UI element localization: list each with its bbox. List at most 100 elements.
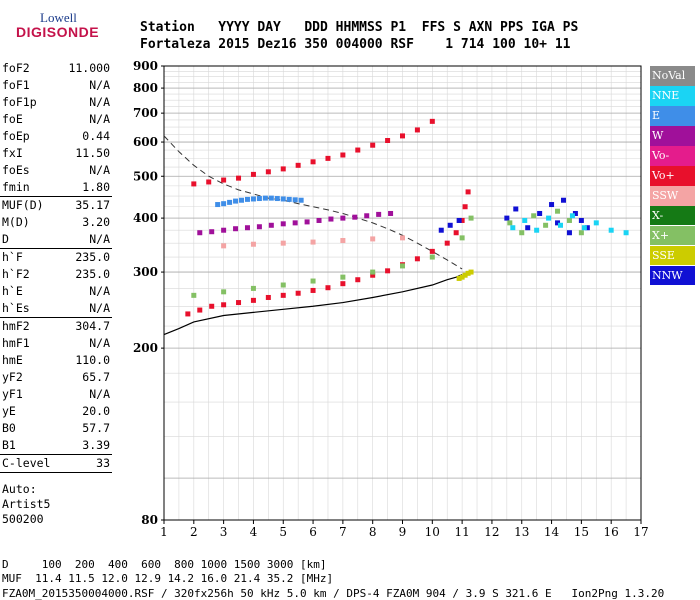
parameter-row: foF2 11.000 bbox=[0, 60, 112, 77]
echo-point bbox=[593, 220, 599, 226]
echo-point bbox=[340, 215, 346, 221]
y-tick-label: 80 bbox=[141, 513, 158, 527]
parameter-name: hmF2 bbox=[2, 319, 30, 333]
echo-point bbox=[522, 217, 528, 223]
y-tick-label: 400 bbox=[133, 211, 158, 225]
echo-point bbox=[572, 210, 578, 216]
parameter-value: N/A bbox=[89, 387, 110, 401]
x-tick-label: 12 bbox=[484, 525, 499, 539]
echo-point bbox=[507, 220, 513, 226]
echo-point bbox=[265, 169, 271, 175]
y-tick-label: 500 bbox=[133, 169, 158, 183]
parameter-value: 0.44 bbox=[82, 129, 110, 143]
echo-point bbox=[447, 222, 453, 228]
autoscaler-name: Artist5 bbox=[2, 497, 51, 511]
echo-point bbox=[286, 196, 292, 202]
echo-point bbox=[429, 254, 435, 260]
digisonde-logo: Lowell DIGISONDE bbox=[6, 8, 126, 42]
legend-item: NNE bbox=[650, 85, 695, 106]
parameter-row: B1 3.39 bbox=[0, 437, 112, 454]
parameter-value: N/A bbox=[89, 95, 110, 109]
echo-point bbox=[221, 177, 227, 183]
legend-item: SSW bbox=[650, 185, 695, 206]
x-tick-label: 14 bbox=[544, 525, 560, 539]
x-tick-label: 7 bbox=[339, 525, 347, 539]
echo-point bbox=[468, 269, 474, 275]
echo-point bbox=[206, 179, 212, 185]
echo-point bbox=[310, 239, 316, 245]
ionospheric-parameters-table: foF2 11.000 foF1 N/A foF1p N/A foE N/A foEp 0.44 f… bbox=[0, 60, 112, 473]
echo-point bbox=[444, 240, 450, 246]
echo-point bbox=[221, 201, 227, 207]
echo-point bbox=[465, 189, 471, 195]
echo-point bbox=[221, 243, 227, 249]
y-tick-label: 800 bbox=[133, 81, 158, 95]
echo-point bbox=[191, 292, 197, 298]
echo-point bbox=[325, 285, 331, 291]
echo-point bbox=[566, 217, 572, 223]
echo-point bbox=[280, 282, 286, 288]
parameter-row: h`F2 235.0 bbox=[0, 266, 112, 283]
echo-point bbox=[298, 197, 304, 203]
parameter-name: foF1 bbox=[2, 78, 30, 92]
echo-point bbox=[250, 241, 256, 247]
echo-point bbox=[239, 197, 245, 203]
parameter-value: N/A bbox=[89, 301, 110, 315]
footer-distance-row: D 100 200 400 600 800 1000 1500 3000 [km… bbox=[2, 558, 327, 571]
electron-density-profile bbox=[163, 274, 463, 336]
echo-point bbox=[304, 219, 310, 225]
echo-point bbox=[233, 198, 239, 204]
parameter-value: 235.0 bbox=[75, 250, 110, 264]
echo-point bbox=[328, 216, 334, 222]
echo-point bbox=[280, 166, 286, 172]
echo-point bbox=[310, 287, 316, 293]
echo-point bbox=[534, 227, 540, 233]
parameter-value: N/A bbox=[89, 232, 110, 246]
echo-point bbox=[584, 225, 590, 231]
footer-muf-row: MUF 11.4 11.5 12.0 12.9 14.2 16.0 21.4 3… bbox=[2, 572, 334, 585]
parameter-value: 35.17 bbox=[75, 198, 110, 212]
echo-point bbox=[185, 311, 191, 317]
parameter-value: N/A bbox=[89, 78, 110, 92]
echo-point bbox=[355, 147, 361, 153]
autoscaling-info: Auto: Artist5 500200 bbox=[2, 482, 50, 527]
parameter-value: 304.7 bbox=[75, 319, 110, 333]
echo-point bbox=[292, 220, 298, 226]
parameter-separator bbox=[0, 248, 112, 249]
parameter-row: MUF(D) 35.17 bbox=[0, 197, 112, 214]
legend-item: SSE bbox=[650, 245, 695, 266]
parameter-row: yF2 65.7 bbox=[0, 369, 112, 386]
echo-point bbox=[429, 118, 435, 124]
polarization-legend: NoVal NNE E W Vo- Vo+ SSW X- X+ SSE NNW bbox=[650, 66, 695, 286]
echo-point bbox=[250, 171, 256, 177]
parameter-row: foEp 0.44 bbox=[0, 128, 112, 145]
parameter-name: h`Es bbox=[2, 301, 30, 315]
echo-point bbox=[456, 217, 462, 223]
echo-point bbox=[355, 277, 361, 283]
x-tick-label: 8 bbox=[369, 525, 377, 539]
echo-point bbox=[459, 217, 465, 223]
legend-item: E bbox=[650, 105, 695, 126]
x-tick-label: 15 bbox=[574, 525, 589, 539]
y-tick-label: 300 bbox=[133, 265, 158, 279]
echo-point bbox=[566, 230, 572, 236]
echo-point bbox=[462, 204, 468, 210]
echo-point bbox=[385, 268, 391, 274]
parameter-separator bbox=[0, 317, 112, 318]
echo-point bbox=[385, 137, 391, 143]
echo-point bbox=[262, 195, 268, 201]
echo-point bbox=[340, 274, 346, 280]
parameter-value: 3.20 bbox=[82, 215, 110, 229]
parameter-name: fxI bbox=[2, 146, 23, 160]
parameter-row: C-level 33 bbox=[0, 455, 112, 472]
echo-point bbox=[292, 197, 298, 203]
y-tick-label: 600 bbox=[133, 135, 158, 149]
parameter-name: B1 bbox=[2, 438, 16, 452]
echo-point bbox=[221, 227, 227, 233]
parameter-value: N/A bbox=[89, 163, 110, 177]
echo-point bbox=[197, 230, 203, 236]
echo-point bbox=[400, 133, 405, 139]
echo-point bbox=[388, 210, 394, 216]
echo-point bbox=[370, 236, 376, 242]
echo-point bbox=[191, 181, 197, 187]
